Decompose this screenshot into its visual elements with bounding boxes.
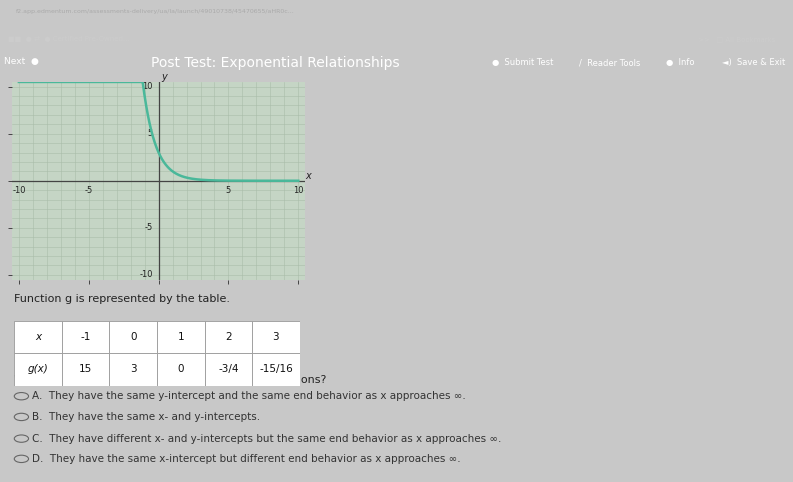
- Text: 5: 5: [147, 129, 153, 138]
- Text: B.  They have the same x- and y-intercepts.: B. They have the same x- and y-intercept…: [32, 412, 260, 422]
- Text: 2: 2: [225, 332, 232, 342]
- Bar: [157, 353, 205, 386]
- Text: 15: 15: [79, 364, 92, 375]
- Text: -10: -10: [12, 187, 25, 195]
- Text: 10: 10: [293, 187, 304, 195]
- Bar: [14, 321, 62, 353]
- Text: A.  They have the same y-intercept and the same end behavior as x approaches ∞.: A. They have the same y-intercept and th…: [32, 391, 465, 401]
- Text: D.  They have the same x-intercept but different end behavior as x approaches ∞.: D. They have the same x-intercept but di…: [32, 454, 461, 464]
- Bar: [62, 321, 109, 353]
- Text: 0: 0: [130, 332, 136, 342]
- Text: 0: 0: [178, 364, 184, 375]
- Bar: [109, 321, 157, 353]
- Text: >>   □ All Bookmarks: >> □ All Bookmarks: [698, 36, 776, 41]
- Text: /  Reader Tools: / Reader Tools: [579, 58, 640, 67]
- Text: -5: -5: [85, 187, 93, 195]
- Text: x: x: [35, 332, 41, 342]
- Text: -3/4: -3/4: [218, 364, 239, 375]
- Bar: [252, 321, 300, 353]
- Text: -15/16: -15/16: [259, 364, 293, 375]
- Bar: [205, 321, 252, 353]
- Bar: [205, 353, 252, 386]
- Text: 5: 5: [226, 187, 231, 195]
- Text: Next  ●: Next ●: [4, 57, 39, 66]
- Bar: [252, 353, 300, 386]
- Text: -1: -1: [80, 332, 91, 342]
- Text: ●  Info: ● Info: [666, 58, 695, 67]
- Text: Function g is represented by the table.: Function g is represented by the table.: [14, 294, 230, 304]
- Text: Post Test: Exponential Relationships: Post Test: Exponential Relationships: [151, 55, 400, 70]
- Text: C.  They have different x- and y-intercepts but the same end behavior as x appro: C. They have different x- and y-intercep…: [32, 434, 501, 443]
- Bar: [157, 321, 205, 353]
- Text: 3: 3: [273, 332, 279, 342]
- Text: y: y: [161, 72, 167, 82]
- Text: x: x: [305, 171, 311, 181]
- Text: -10: -10: [140, 270, 153, 280]
- Text: Which statement correctly compares the two functions?: Which statement correctly compares the t…: [14, 375, 327, 385]
- Text: 10: 10: [143, 82, 153, 91]
- Text: ■■  ● ⇄  ● Certified Pre-Owned...: ■■ ● ⇄ ● Certified Pre-Owned...: [8, 36, 129, 41]
- Bar: [14, 353, 62, 386]
- Text: ●  Submit Test: ● Submit Test: [492, 58, 553, 67]
- Bar: [109, 353, 157, 386]
- Bar: [62, 353, 109, 386]
- Text: g(x): g(x): [28, 364, 48, 375]
- Text: -5: -5: [145, 223, 153, 232]
- Text: 1: 1: [178, 332, 184, 342]
- Text: ◄)  Save & Exit: ◄) Save & Exit: [722, 58, 785, 67]
- Text: 3: 3: [130, 364, 136, 375]
- Text: f2.app.edmentum.com/assessments-delivery/ua/la/launch/49010738/45470655/aHR0c...: f2.app.edmentum.com/assessments-delivery…: [16, 10, 295, 14]
